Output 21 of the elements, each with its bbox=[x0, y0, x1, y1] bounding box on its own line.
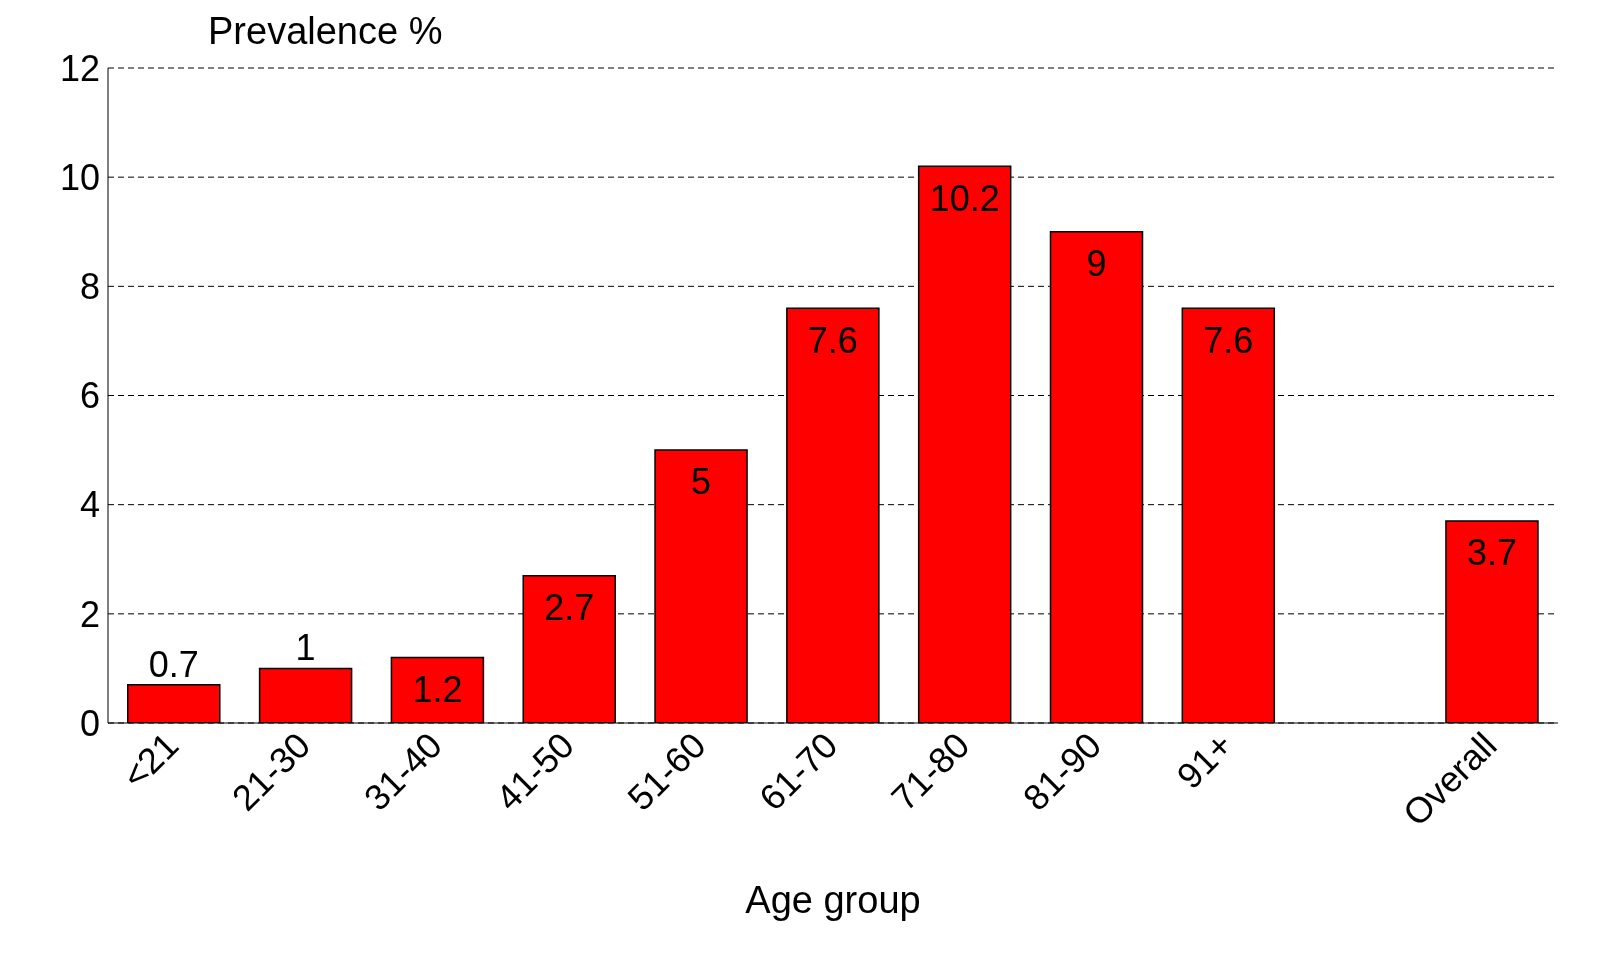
y-tick-label: 10 bbox=[59, 156, 100, 198]
data-label: 7.6 bbox=[1203, 319, 1254, 361]
data-label: 9 bbox=[1086, 243, 1107, 285]
data-label: 1.2 bbox=[412, 668, 463, 710]
y-tick-label: 2 bbox=[79, 593, 100, 635]
y-axis-title: Prevalence % bbox=[208, 10, 443, 53]
data-label: 10.2 bbox=[929, 177, 1000, 219]
y-tick-label: 4 bbox=[79, 484, 100, 526]
data-label: 5 bbox=[691, 461, 712, 503]
x-axis-title: Age group bbox=[745, 879, 921, 921]
y-tick-label: 12 bbox=[59, 47, 100, 89]
y-tick-label: 6 bbox=[79, 375, 100, 417]
y-tick-label: 8 bbox=[79, 266, 100, 308]
data-label: 1 bbox=[295, 627, 316, 669]
data-label: 7.6 bbox=[807, 319, 858, 361]
x-tick-label: 91+ bbox=[1168, 724, 1241, 797]
data-label: 2.7 bbox=[544, 587, 595, 629]
y-tick-label: 0 bbox=[79, 702, 100, 744]
x-tick-label: <21 bbox=[114, 724, 187, 797]
data-label: 0.7 bbox=[148, 643, 199, 685]
data-label: 3.7 bbox=[1466, 532, 1517, 574]
